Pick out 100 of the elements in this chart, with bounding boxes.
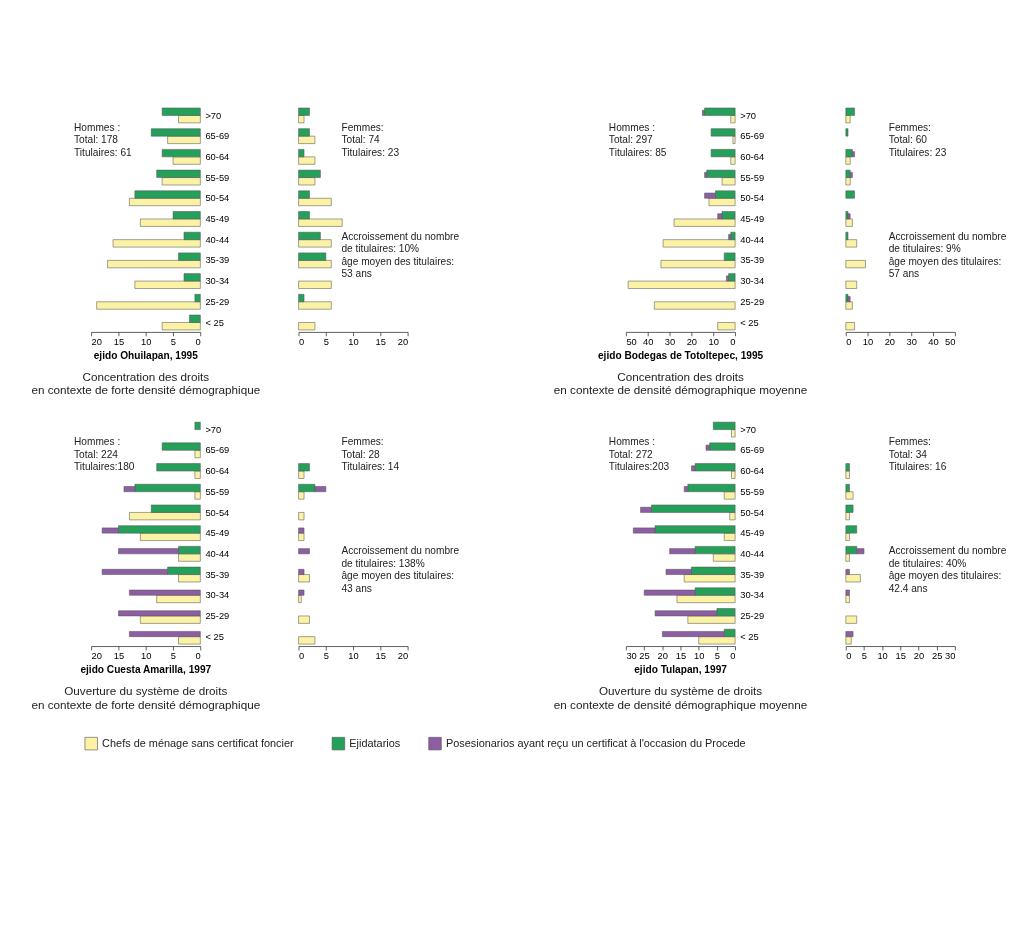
annotation: Titulaires: 14: [341, 460, 400, 472]
y-tick-label: 25-29: [740, 296, 765, 307]
x-tick-label: 15: [375, 336, 387, 347]
y-tick-label: >70: [205, 110, 222, 121]
x-tick-label: 0: [298, 651, 305, 662]
annotation: Femmes:: [888, 436, 931, 448]
bar: [298, 512, 305, 521]
annotation: Total: 224: [74, 448, 119, 460]
x-tick-label: 10: [140, 651, 152, 662]
y-tick-label: 55-59: [740, 172, 765, 183]
y-tick-label: 60-64: [205, 151, 230, 162]
x-tick-label: 5: [323, 651, 329, 662]
annotation: âge moyen des titulaires:: [341, 255, 455, 267]
annotation: Total: 74: [341, 134, 381, 146]
legend-label: Posesionarios ayant reçu un certificat à l'occasion du Procede: [445, 736, 746, 749]
y-tick-label: 50-54: [740, 507, 765, 518]
text: Concentration des droits en contexte de forte densité démographique: [31, 370, 261, 397]
annotation: Titulaires: 16: [888, 460, 947, 472]
x-tick-label: 30: [906, 336, 917, 347]
x-tick-label: 0: [195, 651, 201, 662]
y-tick-label: 30-34: [740, 590, 765, 601]
bar: [298, 280, 332, 289]
annotation: Accroissement du nombre: [341, 231, 460, 243]
y-tick-label: 25-29: [205, 296, 230, 307]
annotation: Total: 178: [74, 134, 119, 146]
text: Ouverture du système de droits en contexte de densité démographique moyenne: [553, 684, 808, 711]
annotation: âge moyen des titulaires:: [341, 570, 455, 582]
annotation: de titulaires: 10%: [341, 243, 420, 255]
bar: [845, 280, 858, 289]
annotation: Hommes :: [74, 121, 121, 133]
annotation: Titulaires: 23: [888, 146, 947, 158]
y-tick-label: 45-49: [740, 214, 765, 225]
text: ejido Ohuilapan, 1995: [93, 349, 199, 361]
x-tick-label: 15: [675, 651, 687, 662]
bar: [298, 548, 310, 555]
y-tick-label: 30-34: [205, 276, 230, 287]
y-tick-label: 65-69: [740, 131, 765, 142]
x-tick-label: 50: [944, 336, 956, 347]
annotation: Total: 297: [608, 134, 654, 146]
x-tick-label: 20: [397, 651, 409, 662]
y-tick-label: 65-69: [205, 131, 230, 142]
annotation: Accroissement du nombre: [888, 231, 1007, 243]
bar: [298, 636, 316, 645]
annotation: Accroissement du nombre: [888, 545, 1007, 557]
bar: [845, 128, 849, 137]
annotation: Femmes:: [341, 436, 384, 448]
y-tick-label: 40-44: [205, 548, 230, 559]
bar: [717, 322, 736, 331]
x-tick-label: 20: [91, 336, 103, 347]
x-tick-label: 0: [195, 336, 201, 347]
x-tick-label: 25: [931, 651, 943, 662]
x-tick-label: 10: [348, 336, 359, 347]
y-tick-label: 30-34: [205, 590, 230, 601]
y-tick-label: 35-39: [205, 255, 230, 266]
x-tick-label: 20: [913, 651, 925, 662]
text: Ouverture du système de droits en contexte de forte densité démographique: [31, 684, 261, 711]
x-tick-label: 5: [861, 651, 868, 662]
annotation: Hommes :: [74, 436, 121, 448]
x-tick-label: 40: [928, 336, 939, 347]
y-tick-label: 60-64: [740, 466, 765, 477]
annotation: Femmes:: [341, 121, 384, 133]
annotation: Total: 272: [608, 448, 654, 460]
x-tick-label: 0: [298, 336, 305, 347]
x-tick-label: 30: [944, 651, 956, 662]
x-tick-label: 0: [846, 651, 852, 662]
bar: [194, 421, 201, 430]
x-tick-label: 5: [323, 336, 329, 347]
y-tick-label: < 25: [205, 631, 224, 642]
annotation: 53 ans: [341, 268, 372, 280]
y-tick-label: < 25: [205, 317, 224, 328]
annotation: âge moyen des titulaires:: [888, 255, 1002, 267]
annotation: Femmes:: [888, 121, 931, 133]
x-tick-label: 10: [693, 651, 705, 662]
annotation: de titulaires: 9%: [888, 243, 961, 255]
annotation: Titulaires: 85: [608, 146, 667, 158]
x-tick-label: 10: [862, 336, 874, 347]
text: Concentration des droits en contexte de densité démographique moyenne: [553, 370, 808, 397]
y-tick-label: < 25: [740, 631, 759, 642]
x-tick-label: 20: [397, 336, 409, 347]
x-tick-label: 10: [877, 651, 888, 662]
bar: [298, 322, 316, 331]
annotation: Total: 60: [888, 134, 928, 146]
x-tick-label: 30: [664, 336, 676, 347]
bar: [845, 615, 858, 624]
annotation: 43 ans: [341, 582, 372, 594]
legend-label: Chefs de ménage sans certificat foncier: [102, 736, 295, 749]
y-tick-label: >70: [205, 424, 222, 435]
y-tick-label: 25-29: [740, 611, 765, 622]
annotation: Hommes :: [608, 436, 655, 448]
x-tick-label: 20: [884, 336, 896, 347]
y-tick-label: 50-54: [205, 193, 230, 204]
y-tick-label: 40-44: [205, 234, 230, 245]
annotation: Titulaires: 23: [341, 146, 400, 158]
y-tick-label: 60-64: [740, 151, 765, 162]
annotation: âge moyen des titulaires:: [888, 570, 1002, 582]
annotation: de titulaires: 40%: [888, 557, 967, 569]
annotation: Total: 34: [888, 448, 928, 460]
y-tick-label: 45-49: [205, 214, 230, 225]
bar: [845, 260, 866, 269]
y-tick-label: 45-49: [205, 528, 230, 539]
